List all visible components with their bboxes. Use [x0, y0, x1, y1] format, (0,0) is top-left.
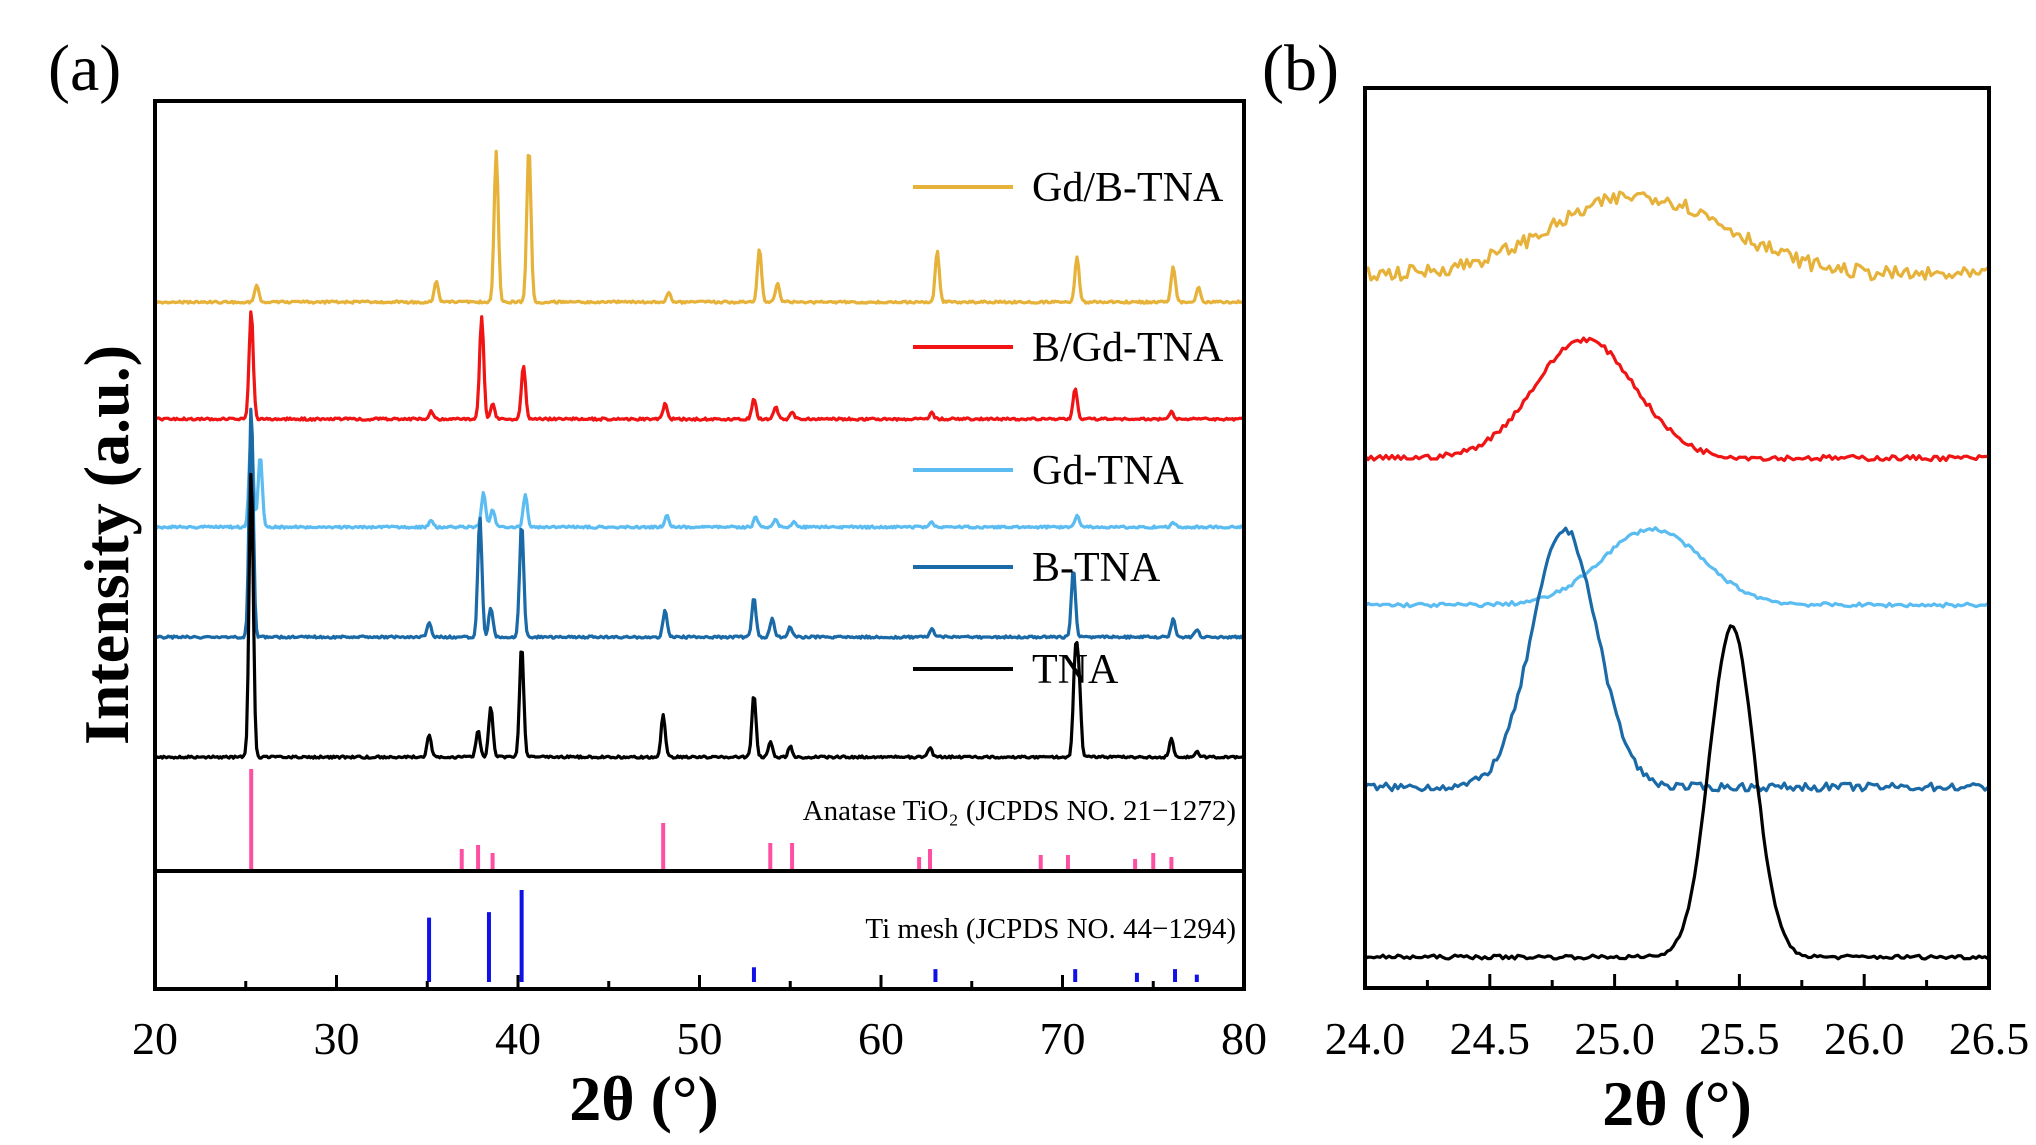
series-line-gd-b-tna — [154, 149, 1246, 305]
legend-label: Gd/B-TNA — [1032, 165, 1224, 211]
zoom-series-line-gd-b-tna — [1363, 190, 1989, 282]
zoom-series-line-b-gd-tna — [1363, 336, 1988, 463]
x-tick-label: 30 — [314, 1013, 360, 1064]
series-line-gd-tna — [153, 431, 1245, 530]
panel-a-label: (a) — [48, 32, 121, 105]
x-tick-label: 26.0 — [1824, 1013, 1905, 1064]
x-tick-label: 60 — [858, 1013, 904, 1064]
series-line-b-tna — [154, 407, 1245, 640]
zoom-series-line-b-tna — [1363, 526, 1990, 793]
zoom-series-line-gd-tna — [1363, 526, 1989, 609]
legend-label: B/Gd-TNA — [1032, 325, 1224, 371]
series-line-tna — [154, 472, 1245, 760]
x-tick-label: 26.5 — [1949, 1013, 2030, 1064]
x-tick-label: 40 — [495, 1013, 541, 1064]
series-line-b-gd-tna — [153, 310, 1246, 422]
panel-a-series — [153, 149, 1246, 760]
x-tick-label: 70 — [1040, 1013, 1086, 1064]
x-tick-label: 24.0 — [1325, 1013, 1406, 1064]
x-tick-label: 24.5 — [1450, 1013, 1531, 1064]
zoom-series-line-tna — [1364, 624, 1989, 961]
panel-a-x-axis-title: 2θ (°) — [569, 1063, 719, 1134]
x-tick-label: 25.0 — [1574, 1013, 1655, 1064]
x-tick-label: 50 — [677, 1013, 723, 1064]
panel-a: (a) 20 30 40 50 60 70 80 Gd/B-TNA B/Gd-TNA Gd-TN… — [48, 32, 1267, 1134]
x-tick-label: 20 — [132, 1013, 178, 1064]
legend-label: B-TNA — [1032, 545, 1161, 591]
panel-b-x-axis: 24.0 24.5 25.0 25.5 26.0 26.5 — [1325, 974, 2030, 1064]
x-tick-label: 25.5 — [1699, 1013, 1780, 1064]
legend-label: Gd-TNA — [1032, 448, 1184, 494]
panel-a-x-axis: 20 30 40 50 60 70 80 — [132, 975, 1267, 1064]
panel-b-x-axis-title: 2θ (°) — [1602, 1068, 1752, 1139]
panel-a-y-axis-title: Intensity (a.u.) — [71, 345, 142, 745]
panel-b: (b) 24.0 24.5 25.0 25.5 26.0 26.5 2θ (°) — [1262, 32, 2029, 1139]
legend-label: TNA — [1032, 647, 1119, 693]
panel-b-series — [1363, 190, 1990, 961]
panel-a-legend: Gd/B-TNA B/Gd-TNA Gd-TNA B-TNA TNA — [913, 165, 1224, 693]
anatase-reference-label: Anatase TiO₂ (JCPDS NO. 21−1272) — [803, 795, 1236, 827]
reference-patterns — [249, 769, 1199, 982]
panel-b-label: (b) — [1262, 32, 1339, 105]
x-tick-label: 80 — [1221, 1013, 1267, 1064]
ti-mesh-reference-label: Ti mesh (JCPDS NO. 44−1294) — [865, 913, 1236, 945]
